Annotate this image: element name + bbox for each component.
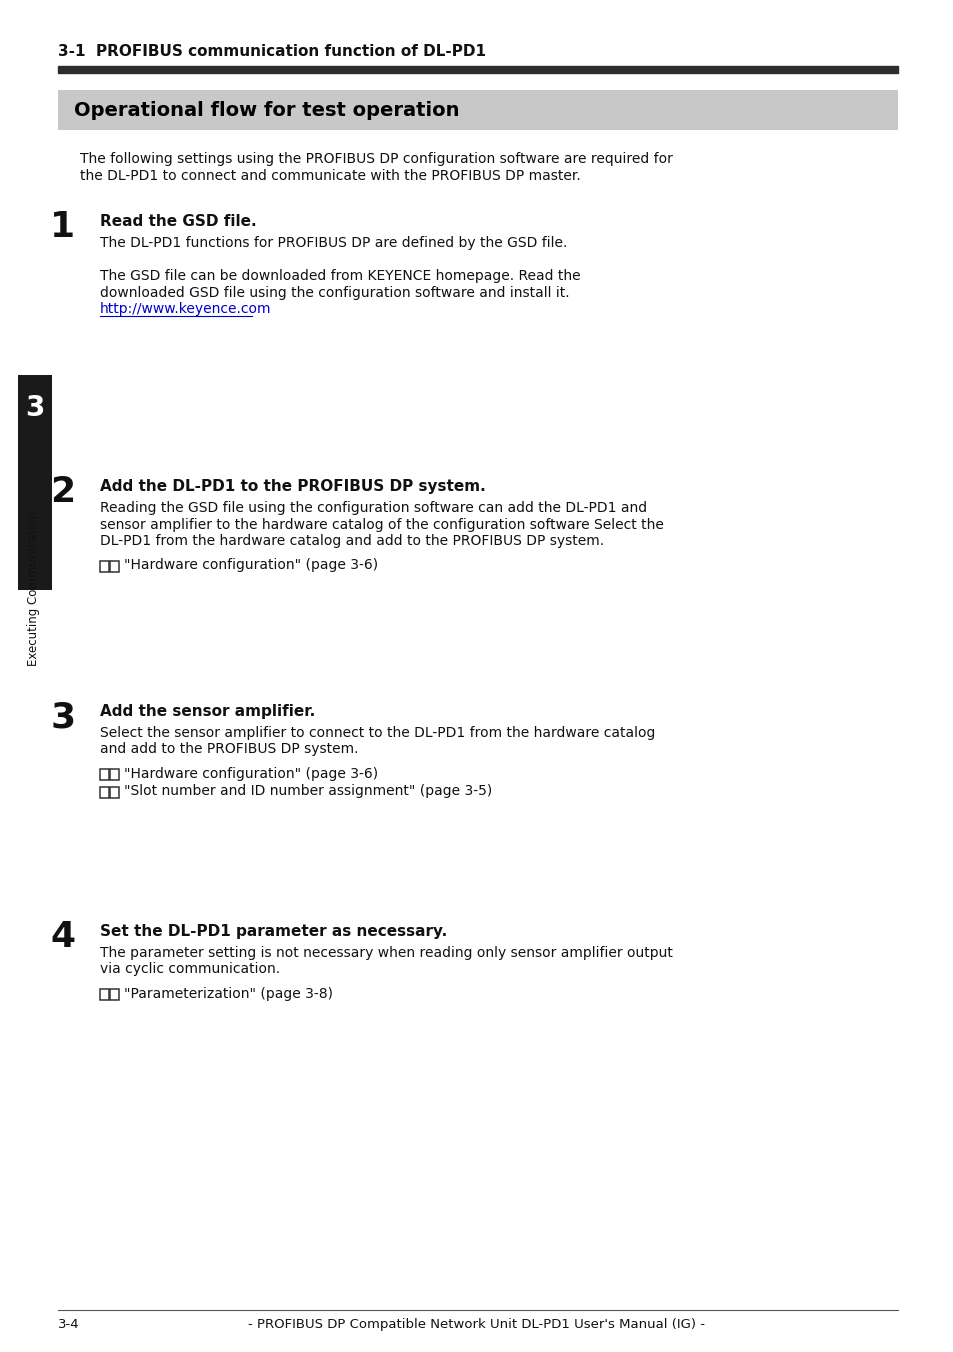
Bar [100,990,109,1000]
Text: 3-4: 3-4 [58,1318,79,1330]
Text: Executing Communication: Executing Communication [28,511,40,665]
Text: 4: 4 [51,919,75,955]
Text: Add the DL-PD1 to the PROFIBUS DP system.: Add the DL-PD1 to the PROFIBUS DP system… [100,479,485,493]
Text: DL-PD1 from the hardware catalog and add to the PROFIBUS DP system.: DL-PD1 from the hardware catalog and add… [100,534,603,548]
Text: 3: 3 [51,700,75,734]
Bar [100,787,109,798]
Text: the DL-PD1 to connect and communicate with the PROFIBUS DP master.: the DL-PD1 to connect and communicate wi… [80,169,580,183]
Text: "Parameterization" (page 3-8): "Parameterization" (page 3-8) [124,987,333,1000]
Text: 3-1  PROFIBUS communication function of DL-PD1: 3-1 PROFIBUS communication function of D… [58,45,485,59]
Text: 3: 3 [26,393,45,422]
Text: 1: 1 [51,210,75,243]
Bar [100,561,109,572]
Text: Add the sensor amplifier.: Add the sensor amplifier. [100,704,314,719]
Text: - PROFIBUS DP Compatible Network Unit DL-PD1 User's Manual (IG) -: - PROFIBUS DP Compatible Network Unit DL… [248,1318,705,1330]
Bar [100,769,109,780]
Text: The GSD file can be downloaded from KEYENCE homepage. Read the: The GSD file can be downloaded from KEYE… [100,269,580,283]
Text: 2: 2 [51,475,75,508]
Text: "Hardware configuration" (page 3-6): "Hardware configuration" (page 3-6) [124,558,377,572]
Text: sensor amplifier to the hardware catalog of the configuration software Select th: sensor amplifier to the hardware catalog… [100,518,663,531]
Text: Operational flow for test operation: Operational flow for test operation [74,100,459,119]
Text: Select the sensor amplifier to connect to the DL-PD1 from the hardware catalog: Select the sensor amplifier to connect t… [100,726,655,740]
Text: Reading the GSD file using the configuration software can add the DL-PD1 and: Reading the GSD file using the configura… [100,502,646,515]
Bar [110,787,119,798]
Text: downloaded GSD file using the configuration software and install it.: downloaded GSD file using the configurat… [100,285,569,300]
Text: and add to the PROFIBUS DP system.: and add to the PROFIBUS DP system. [100,742,358,757]
Text: "Slot number and ID number assignment" (page 3-5): "Slot number and ID number assignment" (… [124,784,492,799]
Text: "Hardware configuration" (page 3-6): "Hardware configuration" (page 3-6) [124,767,377,781]
Text: Set the DL-PD1 parameter as necessary.: Set the DL-PD1 parameter as necessary. [100,923,447,940]
Bar [110,561,119,572]
Text: The DL-PD1 functions for PROFIBUS DP are defined by the GSD file.: The DL-PD1 functions for PROFIBUS DP are… [100,237,567,250]
Text: Read the GSD file.: Read the GSD file. [100,214,256,228]
Text: The parameter setting is not necessary when reading only sensor amplifier output: The parameter setting is not necessary w… [100,946,672,960]
Text: via cyclic communication.: via cyclic communication. [100,963,280,976]
Bar [58,91,897,130]
Text: The following settings using the PROFIBUS DP configuration software are required: The following settings using the PROFIBU… [80,151,672,166]
Bar [58,66,897,73]
Bar [110,990,119,1000]
Bar [18,375,52,589]
Text: http://www.keyence.com: http://www.keyence.com [100,301,272,316]
Bar [110,769,119,780]
